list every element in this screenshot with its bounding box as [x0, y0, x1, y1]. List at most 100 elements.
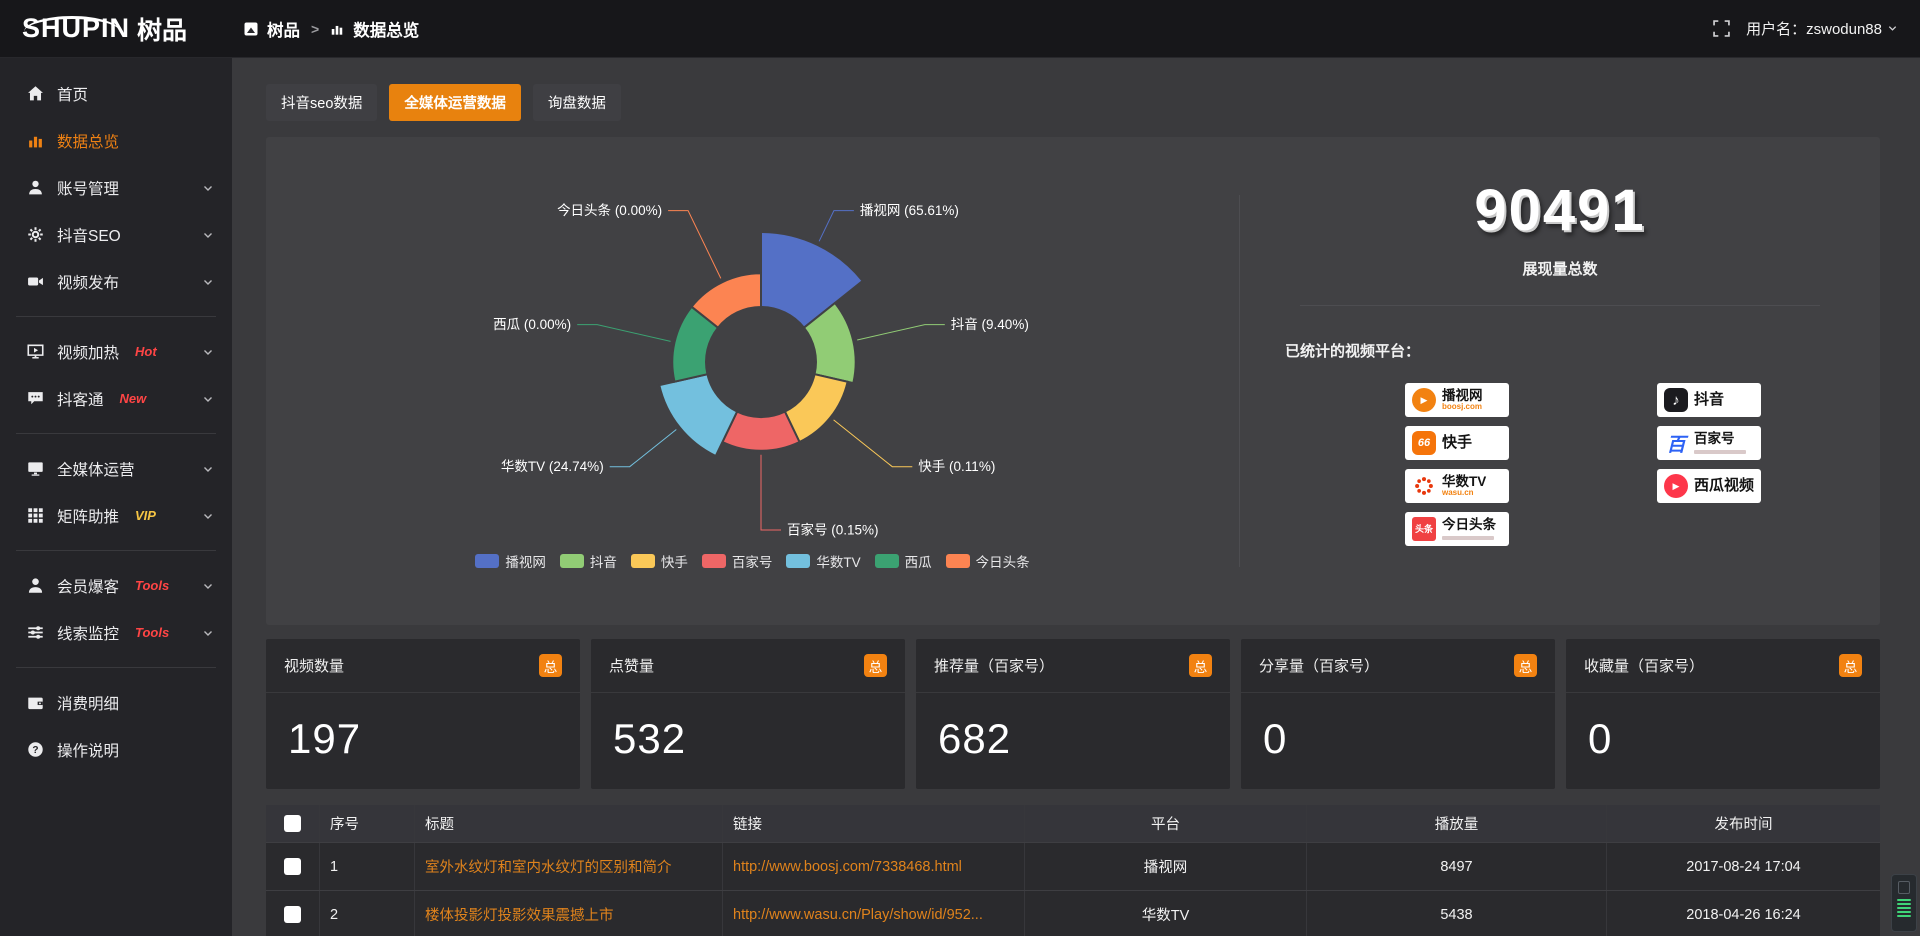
total-badge: 总: [539, 654, 562, 677]
sidebar-item-label: 抖音SEO: [57, 227, 121, 245]
chat-widget[interactable]: [1891, 874, 1917, 932]
pie-label: 播视网 (65.61%): [860, 203, 959, 218]
column-header-5: 播放量: [1307, 805, 1607, 842]
stat-card-value: 197: [288, 715, 362, 762]
platform-badge-西瓜视频: ▶ 西瓜视频: [1657, 469, 1761, 503]
row-platform: 播视网: [1025, 843, 1307, 890]
platform-badge-text: 百家号: [1694, 432, 1746, 454]
tab-0[interactable]: 抖音seo数据: [266, 84, 378, 121]
platform-sub-bar: [1442, 535, 1494, 540]
row-plays: 5438: [1307, 891, 1607, 936]
vertical-divider: [1239, 195, 1240, 567]
legend-label: 今日头条: [975, 555, 1030, 570]
legend-item[interactable]: 抖音: [559, 551, 617, 571]
chevron-down-icon: [1888, 26, 1897, 31]
stat-card-0: 视频数量 总 197: [266, 639, 580, 789]
legend-swatch: [559, 554, 584, 568]
legend-item[interactable]: 西瓜: [874, 551, 932, 571]
brand-icon: [244, 22, 258, 36]
sidebar-item-douketong[interactable]: 抖客通 New: [0, 375, 232, 422]
sidebar-item-media-operation[interactable]: 全媒体运营: [0, 445, 232, 492]
sidebar-badge-new: New: [119, 391, 147, 406]
row-checkbox[interactable]: [284, 858, 301, 875]
sidebar-item-data-overview[interactable]: 数据总览: [0, 117, 232, 164]
rose-pie-chart: 播视网 (65.61%) 抖音 (9.40%) 快手 (0.11%) 百家号 (0.1…: [493, 202, 1029, 537]
platform-badge-华数TV: 华数TV wasu.cn: [1405, 469, 1509, 503]
tab-1[interactable]: 全媒体运营数据: [389, 84, 521, 121]
stat-card-1: 点赞量 总 532: [591, 639, 905, 789]
row-link[interactable]: http://www.boosj.com/7338468.html: [723, 843, 1025, 890]
tab-2[interactable]: 询盘数据: [532, 84, 621, 121]
sidebar-item-label: 矩阵助推: [57, 508, 120, 526]
row-link[interactable]: http://www.wasu.cn/Play/show/id/952...: [723, 891, 1025, 936]
row-time: 2017-08-24 17:04: [1686, 858, 1801, 875]
stat-card-title: 分享量（百家号）: [1259, 658, 1380, 675]
legend-item[interactable]: 百家号: [701, 551, 772, 571]
table-header-row: 序号 标题 链接 平台 播放量 发布时间: [266, 805, 1880, 843]
tab-bar: 抖音seo数据 全媒体运营数据 询盘数据: [266, 84, 1880, 121]
sidebar-item-clue-monitor[interactable]: 线索监控 Tools: [0, 609, 232, 656]
select-all-checkbox[interactable]: [284, 815, 301, 832]
wasu-icon: [1412, 474, 1436, 498]
legend-item[interactable]: 播视网: [475, 551, 546, 571]
chevron-down-icon: [202, 393, 214, 405]
sidebar-badge-tools: Tools: [135, 578, 170, 593]
pie-slice[interactable]: [802, 301, 857, 385]
sliders-icon: [26, 624, 44, 641]
row-checkbox[interactable]: [284, 906, 301, 923]
fullscreen-icon[interactable]: [1713, 20, 1730, 37]
logo-text-cn: 树品: [137, 16, 188, 45]
pie-slice[interactable]: [760, 230, 865, 330]
table-row: 2 楼体投影灯投影效果震撼上市 http://www.wasu.cn/Play/sh…: [266, 891, 1880, 936]
topbar-right: 用户名：zswodun88: [1713, 18, 1920, 39]
row-title[interactable]: 楼体投影灯投影效果震撼上市: [415, 891, 723, 936]
chart-panel: 播视网 (65.61%) 抖音 (9.40%) 快手 (0.11%) 百家号 (0.1…: [266, 137, 1880, 625]
sidebar-item-video-heat[interactable]: 视频加热 Hot: [0, 328, 232, 375]
stat-card-title: 推荐量（百家号）: [934, 658, 1055, 675]
sidebar-item-video-publish[interactable]: 视频发布: [0, 258, 232, 305]
stat-card-value: 0: [1263, 715, 1288, 762]
sidebar-item-account-manage[interactable]: 账号管理: [0, 164, 232, 211]
help-icon: ?: [26, 741, 44, 758]
sidebar-item-douyin-seo[interactable]: 抖音SEO: [0, 211, 232, 258]
username[interactable]: 用户名：zswodun88: [1746, 18, 1898, 39]
platform-sub: wasu.cn: [1442, 487, 1474, 497]
chevron-down-icon: [202, 580, 214, 592]
chevron-down-icon: [202, 346, 214, 358]
stat-card-title: 点赞量: [609, 658, 655, 675]
row-plays: 8497: [1307, 843, 1607, 890]
legend-item[interactable]: 今日头条: [945, 551, 1030, 571]
total-badge: 总: [1514, 654, 1537, 677]
bar-chart-icon: [26, 132, 44, 149]
sidebar-item-matrix-boost[interactable]: 矩阵助推 VIP: [0, 492, 232, 539]
platform-badge-column-1: ▶ 播视网 boosj.com 66 快手 华数TV wasu.cn 头条 今日头条: [1405, 383, 1509, 546]
platform-badge-text: 华数TV wasu.cn: [1442, 474, 1486, 498]
row-time: 2018-04-26 16:24: [1686, 906, 1801, 923]
pie-label-line: [857, 324, 945, 341]
total-impressions-value: 90491: [1474, 178, 1646, 243]
stat-card-header: 推荐量（百家号） 总: [916, 639, 1230, 693]
sidebar-item-home[interactable]: 首页: [0, 70, 232, 117]
breadcrumb-item-home[interactable]: 树品: [267, 21, 300, 40]
douyin-icon: ♪: [1664, 388, 1688, 412]
user-icon: [26, 179, 44, 196]
chat-icon: [26, 390, 44, 407]
pie-slice[interactable]: [690, 272, 762, 330]
bar-chart-icon: [330, 22, 344, 36]
pie-label-line: [668, 210, 722, 279]
sidebar-item-member-baoke[interactable]: 会员爆客 Tools: [0, 562, 232, 609]
sidebar-item-help[interactable]: ? 操作说明: [0, 726, 232, 773]
column-header-1: 序号: [320, 805, 415, 842]
legend-item[interactable]: 快手: [630, 551, 688, 571]
sidebar-item-consume-detail[interactable]: 消费明细: [0, 679, 232, 726]
chevron-down-icon: [202, 510, 214, 522]
sidebar-badge-vip: VIP: [135, 508, 156, 523]
stat-card-header: 点赞量 总: [591, 639, 905, 693]
legend-item[interactable]: 华数TV: [786, 551, 861, 571]
row-platform: 华数TV: [1025, 891, 1307, 936]
sidebar-divider: [16, 667, 216, 668]
sidebar-item-label: 全媒体运营: [57, 461, 135, 479]
row-title[interactable]: 室外水纹灯和室内水纹灯的区别和简介: [415, 843, 723, 890]
gear-icon: [26, 226, 44, 243]
pie-slice[interactable]: [658, 373, 739, 458]
